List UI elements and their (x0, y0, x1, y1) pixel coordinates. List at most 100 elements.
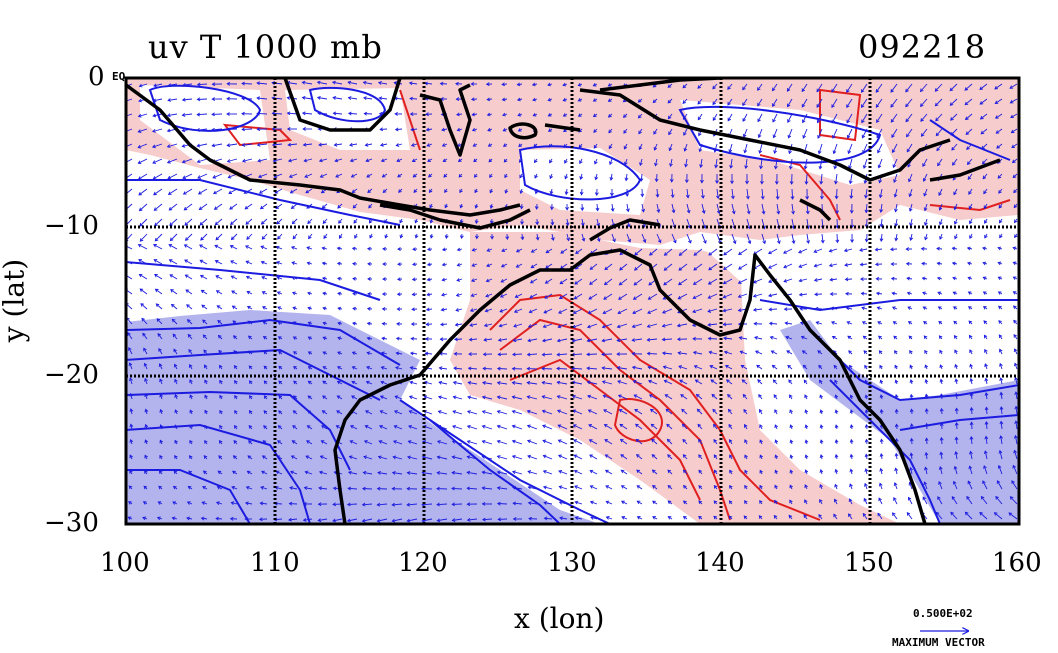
wind-vector-head (352, 276, 356, 281)
wind-vector-head (616, 365, 621, 370)
wind-vector-head (789, 469, 794, 474)
wind-vector (617, 367, 628, 370)
wind-vector-head (499, 309, 504, 313)
wind-vector-head (833, 364, 838, 369)
wind-vector (649, 248, 658, 256)
wind-vector-head (347, 96, 352, 100)
wind-vector-head (501, 248, 506, 253)
wind-vector (572, 353, 583, 356)
wind-vector (890, 113, 898, 123)
wind-vector (138, 259, 148, 265)
wind-vector (304, 487, 313, 490)
wind-vector-head (864, 468, 869, 473)
wind-vector (201, 290, 208, 295)
wind-vector (138, 188, 148, 196)
wind-vector-head (411, 307, 415, 312)
wind-vector (686, 188, 689, 198)
wind-vector-head (226, 81, 231, 86)
wind-vector-head (556, 395, 561, 399)
wind-vector (671, 233, 677, 243)
wind-vector-head (678, 267, 683, 271)
wind-vector (708, 337, 718, 340)
wind-vector-head (138, 258, 142, 263)
wind-vector-head (798, 249, 802, 254)
wind-vector (497, 455, 508, 460)
wind-vector (664, 380, 673, 385)
wind-vector-head (698, 438, 702, 443)
wind-vector (167, 113, 178, 117)
wind-vector (787, 113, 793, 123)
wind-vector-head (707, 336, 712, 341)
wind-vector-head (364, 425, 369, 429)
wind-vector (937, 158, 943, 166)
wind-vector (171, 304, 178, 310)
wind-vector (619, 263, 628, 271)
wind-vector (836, 233, 838, 243)
wind-vector-head (486, 263, 490, 268)
wind-vector-head (950, 511, 954, 516)
wind-vector-head (924, 437, 929, 442)
wind-vector-head (742, 393, 747, 398)
wind-vector-head (999, 348, 1003, 353)
wind-vector-head (336, 395, 341, 399)
wind-vector-head (196, 128, 201, 132)
wind-vector-head (367, 262, 371, 266)
wind-vector-head (138, 207, 143, 212)
wind-vector (647, 366, 658, 370)
wind-vector (261, 470, 268, 475)
wind-vector-head (511, 424, 516, 429)
wind-vector-head (573, 295, 578, 300)
wind-vector-head (738, 266, 742, 270)
wind-vector-head (172, 333, 177, 338)
wind-vector (848, 158, 853, 169)
wind-vector-head (289, 486, 294, 490)
wind-vector-head (439, 337, 444, 342)
wind-vector-head (332, 486, 337, 491)
wind-vector (617, 323, 628, 328)
wind-vector-head (380, 366, 385, 370)
wind-vector-head (166, 144, 171, 148)
wind-vector (994, 512, 1003, 520)
wind-vector (380, 128, 388, 130)
wind-vector (678, 263, 688, 271)
wind-vector-head (544, 295, 548, 299)
wind-vector-head (466, 470, 471, 475)
wind-vector (712, 409, 718, 415)
wind-vector (970, 451, 973, 460)
wind-vector-head (248, 365, 253, 369)
wind-vector-head (982, 175, 987, 180)
wind-vector-head (993, 512, 998, 516)
wind-vector-head (922, 291, 926, 296)
wind-vector (587, 323, 598, 328)
wind-vector (230, 218, 238, 225)
wind-vector (557, 338, 568, 342)
wind-vector (276, 455, 283, 460)
wind-vector-head (366, 366, 370, 370)
wind-vector (596, 218, 600, 227)
wind-vector (501, 248, 508, 252)
wind-vector (639, 158, 643, 166)
wind-vector-head (534, 206, 539, 210)
wind-vector-head (1013, 348, 1018, 353)
wind-vector (604, 263, 613, 270)
wind-vector-head (740, 365, 745, 369)
wind-vector-head (337, 306, 342, 311)
wind-vector (574, 278, 583, 285)
wind-vector (967, 158, 973, 165)
wind-vector-head (454, 337, 458, 342)
wind-vector-head (617, 310, 622, 315)
wind-vector-head (497, 338, 502, 342)
wind-vector (939, 466, 943, 475)
wind-vector-head (728, 500, 733, 504)
wind-vector-head (337, 276, 341, 281)
wind-vector (455, 323, 463, 326)
wind-vector-head (875, 104, 880, 108)
wind-vector-head (408, 425, 412, 429)
wind-vector-head (662, 296, 667, 300)
wind-vector (924, 467, 928, 475)
wind-vector-head (969, 363, 973, 368)
wind-vector-head (754, 335, 758, 340)
wind-vector (274, 173, 283, 178)
wind-vector-head (337, 336, 342, 341)
wind-vector-head (170, 303, 175, 308)
